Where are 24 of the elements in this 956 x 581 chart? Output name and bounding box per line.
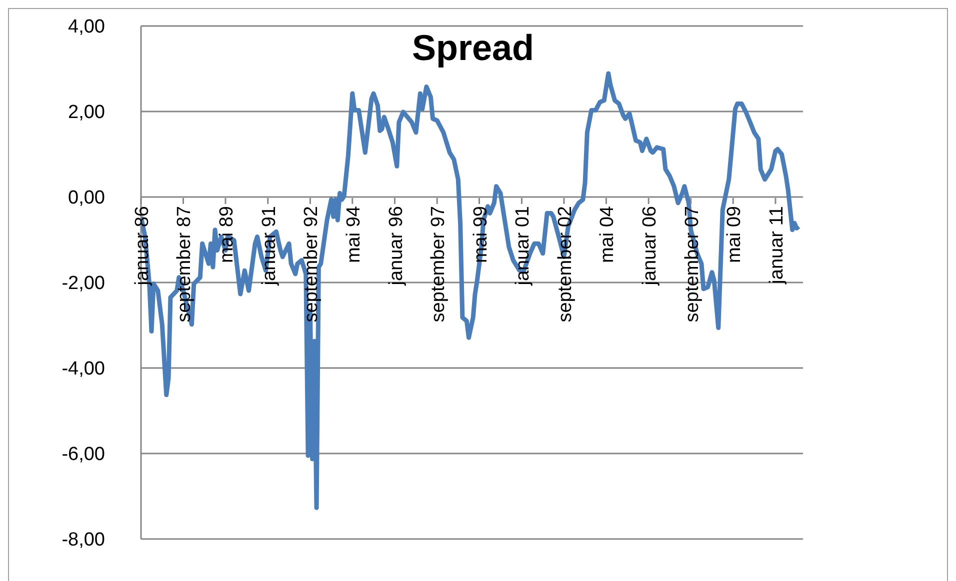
x-tick-label: september 97 bbox=[428, 206, 450, 322]
x-tick-label: januar 96 bbox=[386, 206, 407, 286]
y-tick-label: -6,00 bbox=[62, 444, 105, 466]
x-tick-label: januar 91 bbox=[258, 206, 280, 286]
x-tick-label: mai 04 bbox=[597, 206, 618, 264]
x-tick-label: mai 94 bbox=[343, 206, 364, 264]
y-tick-label: -2,00 bbox=[62, 273, 105, 294]
x-tick-label: januar 86 bbox=[132, 206, 153, 286]
y-tick-label: 0,00 bbox=[68, 188, 105, 209]
x-tick-label: september 02 bbox=[554, 206, 576, 322]
x-tick-label: mai 99 bbox=[470, 206, 492, 264]
x-tick-label: mai 89 bbox=[216, 206, 238, 264]
y-tick-label: -4,00 bbox=[62, 358, 105, 380]
x-tick-label: mai 09 bbox=[724, 206, 746, 264]
y-tick-label: 2,00 bbox=[68, 102, 105, 124]
y-tick-label: -8,00 bbox=[62, 530, 105, 551]
x-tick-label: januar 06 bbox=[640, 206, 661, 286]
x-tick-label: september 92 bbox=[301, 206, 322, 322]
x-tick-label: januar 11 bbox=[766, 206, 788, 285]
y-tick-label: 4,00 bbox=[68, 16, 105, 38]
x-tick-label: januar 01 bbox=[512, 206, 534, 286]
chart-title: Spread bbox=[410, 27, 536, 69]
x-tick-label: september 87 bbox=[174, 206, 196, 322]
x-tick-label: september 07 bbox=[682, 206, 703, 322]
